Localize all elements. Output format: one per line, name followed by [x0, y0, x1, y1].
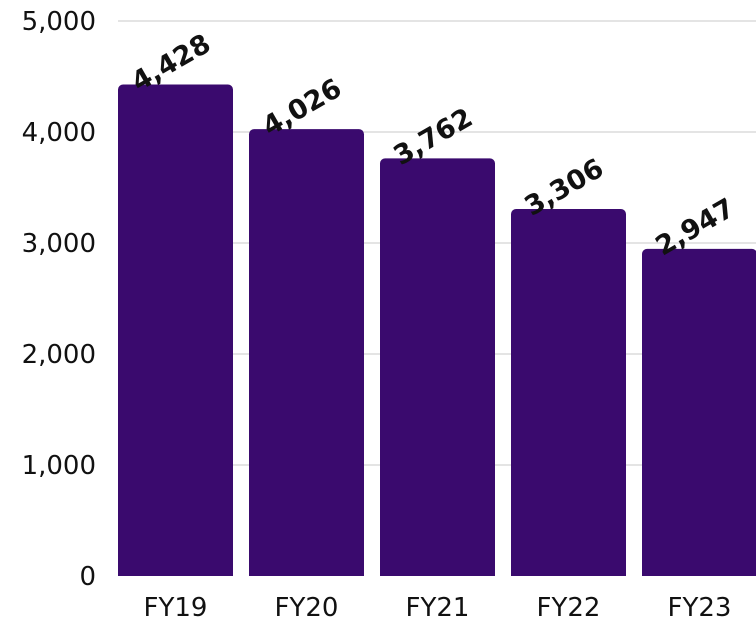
bar-fy19 — [118, 84, 233, 576]
bar-base-fy20 — [249, 568, 364, 576]
x-category-label: FY21 — [406, 593, 470, 623]
x-category-label: FY19 — [144, 593, 208, 623]
bar-fy23 — [642, 248, 756, 576]
y-tick-label: 1,000 — [22, 451, 96, 481]
y-tick-label: 0 — [79, 562, 96, 592]
y-tick-label: 2,000 — [22, 340, 96, 370]
y-tick-label: 3,000 — [22, 229, 96, 259]
bar-base-fy19 — [118, 568, 233, 576]
x-category-label: FY23 — [668, 593, 732, 623]
bar-base-fy22 — [511, 568, 626, 576]
x-category-label: FY20 — [275, 593, 339, 623]
bar-base-fy21 — [380, 568, 495, 576]
bar-base-fy23 — [642, 568, 756, 576]
y-tick-label: 5,000 — [22, 7, 96, 37]
x-category-label: FY22 — [537, 593, 601, 623]
y-tick-label: 4,000 — [22, 118, 96, 148]
bar-fy20 — [249, 129, 364, 576]
bars — [118, 84, 756, 576]
bar-fy22 — [511, 209, 626, 576]
x-axis-categories: FY19 FY20 FY21 FY22 FY23 — [144, 593, 732, 623]
bar-fy21 — [380, 158, 495, 576]
y-axis-ticks: 0 1,000 2,000 3,000 4,000 5,000 — [22, 7, 96, 592]
